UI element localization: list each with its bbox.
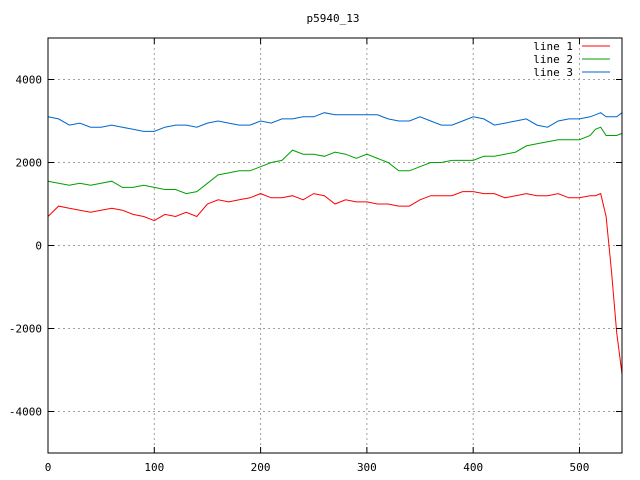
series-group [47,112,623,375]
series-line-3 [47,112,623,132]
x-tick-label: 100 [144,461,164,474]
y-tick-label: 4000 [16,74,43,87]
y-tick-label: -2000 [9,323,42,336]
x-tick-label: 0 [45,461,52,474]
legend-label-3: line 3 [533,66,573,79]
grid [48,38,622,453]
x-tick-label: 400 [463,461,483,474]
y-tick-label: 2000 [16,157,43,170]
x-tick-label: 500 [570,461,590,474]
legend-label-2: line 2 [533,53,573,66]
x-tick-label: 200 [251,461,271,474]
legend-label-1: line 1 [533,40,573,53]
y-tick-label: -4000 [9,406,42,419]
x-tick-label: 300 [357,461,377,474]
axis-ticks: 0 100 200 300 400 500 -4000 -2000 0 2000 4000 [9,38,622,474]
series-line-1 [47,191,623,375]
series-line-2 [47,126,623,195]
chart-title: p5940_13 [307,12,360,25]
y-tick-label: 0 [35,240,42,253]
